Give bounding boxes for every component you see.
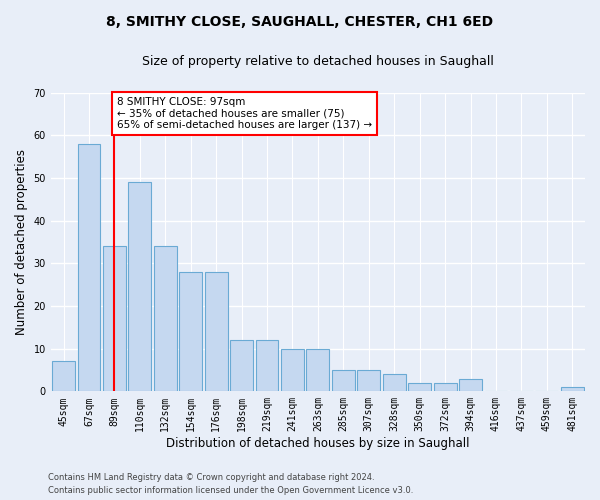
Bar [358, 370, 380, 392]
Bar [256, 340, 278, 392]
Bar [281, 348, 304, 392]
Bar [383, 374, 406, 392]
Bar [154, 246, 177, 392]
Bar [128, 182, 151, 392]
Bar [307, 348, 329, 392]
Bar [52, 362, 75, 392]
Bar [332, 370, 355, 392]
Bar [408, 383, 431, 392]
Bar [561, 387, 584, 392]
Bar [179, 272, 202, 392]
Title: Size of property relative to detached houses in Saughall: Size of property relative to detached ho… [142, 55, 494, 68]
Bar [230, 340, 253, 392]
Text: 8, SMITHY CLOSE, SAUGHALL, CHESTER, CH1 6ED: 8, SMITHY CLOSE, SAUGHALL, CHESTER, CH1 … [106, 15, 494, 29]
Y-axis label: Number of detached properties: Number of detached properties [15, 149, 28, 335]
Text: 8 SMITHY CLOSE: 97sqm
← 35% of detached houses are smaller (75)
65% of semi-deta: 8 SMITHY CLOSE: 97sqm ← 35% of detached … [117, 97, 372, 130]
Bar [434, 383, 457, 392]
Bar [103, 246, 126, 392]
Text: Contains HM Land Registry data © Crown copyright and database right 2024.: Contains HM Land Registry data © Crown c… [48, 474, 374, 482]
Text: Contains public sector information licensed under the Open Government Licence v3: Contains public sector information licen… [48, 486, 413, 495]
Bar [459, 378, 482, 392]
Bar [77, 144, 100, 392]
Bar [205, 272, 227, 392]
X-axis label: Distribution of detached houses by size in Saughall: Distribution of detached houses by size … [166, 437, 470, 450]
